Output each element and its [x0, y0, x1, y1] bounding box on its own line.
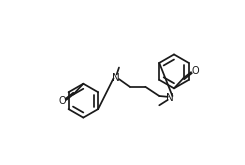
- Text: O: O: [191, 66, 199, 76]
- Text: O: O: [59, 96, 66, 106]
- Text: N: N: [166, 93, 174, 103]
- Text: N: N: [112, 73, 120, 82]
